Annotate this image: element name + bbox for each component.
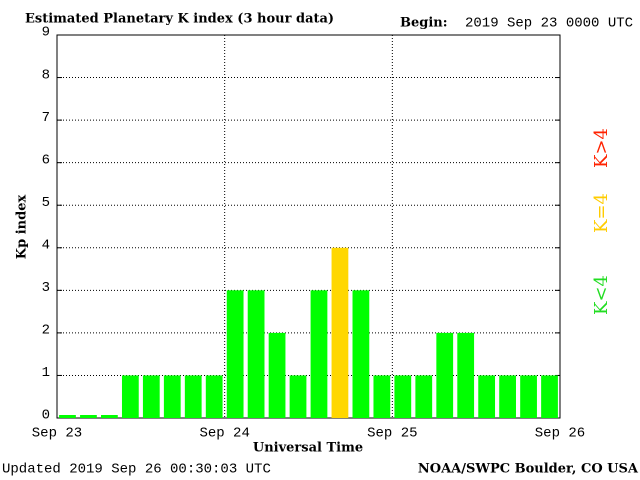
y-tick-label: 7 [42, 110, 50, 126]
y-axis-label: Kp index [15, 195, 30, 260]
bar [520, 375, 537, 418]
y-tick-label: 3 [42, 280, 50, 296]
bar [247, 290, 265, 418]
bar [352, 290, 370, 418]
begin-date: 2019 Sep 23 0000 UTC [465, 16, 633, 32]
x-tick-label: Sep 25 [367, 426, 417, 442]
y-tick-label: 6 [42, 152, 50, 168]
y-tick-label: 4 [42, 237, 50, 253]
bar [499, 375, 516, 418]
y-tick-label: 1 [42, 365, 50, 381]
x-tick-label: Sep 24 [199, 426, 249, 442]
bar [101, 415, 118, 418]
bar [205, 375, 223, 418]
y-tick-label: 5 [42, 195, 50, 211]
bar [310, 290, 328, 418]
chart-title: Estimated Planetary K index (3 hour data… [25, 12, 334, 27]
x-tick-label: Sep 26 [535, 426, 585, 442]
legend-label: K<4 [591, 275, 612, 315]
y-tick-label: 0 [42, 408, 50, 424]
source: NOAA/SWPC Boulder, CO USA [418, 462, 639, 477]
bar [289, 375, 307, 418]
bar [394, 375, 412, 418]
bar [163, 375, 181, 418]
y-tick-label: 2 [42, 323, 50, 339]
bar [121, 375, 139, 418]
bar [415, 375, 433, 418]
bar [436, 332, 454, 418]
begin-label: Begin: [400, 16, 448, 31]
legend-label: K>4 [591, 128, 612, 168]
y-tick-label: 9 [42, 25, 50, 41]
y-tick-label: 8 [42, 67, 50, 83]
bar [331, 247, 349, 418]
updated: Updated 2019 Sep 26 00:30:03 UTC [2, 462, 271, 478]
bar [268, 332, 286, 418]
bar [142, 375, 160, 418]
bar [373, 375, 391, 418]
x-tick-label: Sep 23 [32, 426, 82, 442]
plot-frame [56, 34, 561, 419]
bar [59, 415, 76, 418]
bar [80, 415, 97, 418]
x-axis-label: Universal Time [253, 441, 363, 456]
bar [478, 375, 496, 418]
legend-label: K=4 [591, 193, 612, 233]
bar [184, 375, 202, 418]
bar [541, 375, 558, 418]
bar [457, 332, 475, 418]
bar [226, 290, 244, 418]
